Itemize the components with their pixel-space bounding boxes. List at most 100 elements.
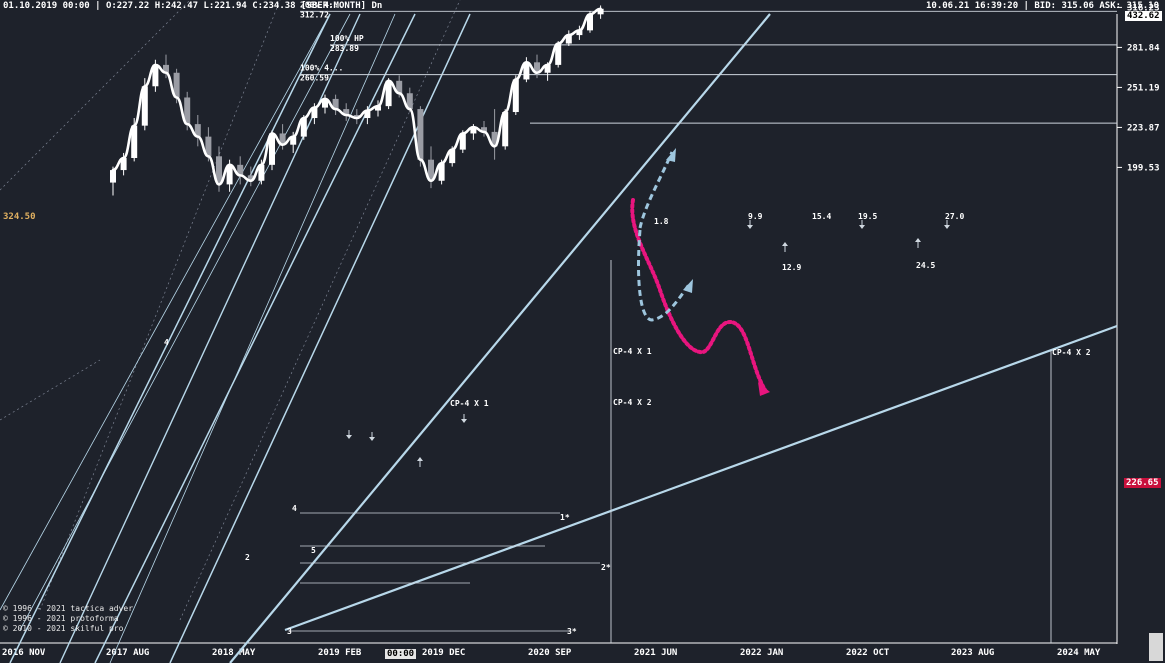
candle-body xyxy=(459,133,466,150)
dotted-guide-line xyxy=(0,359,101,421)
signal-arrow-head xyxy=(346,435,352,439)
forecast-arrow-blue-down xyxy=(683,279,693,293)
candle-body xyxy=(565,35,572,44)
candle-body xyxy=(597,8,604,15)
candle-body xyxy=(258,164,265,181)
chart-annotation: 1* xyxy=(560,513,570,522)
ohlc-header: 01.10.2019 00:00 | O:227.22 H:242.47 L:2… xyxy=(3,1,383,11)
candle-body xyxy=(173,72,180,98)
level-name: 100% 4... xyxy=(300,64,343,73)
copyright-line-3: © 2010 - 2021 skilful pro xyxy=(3,624,124,633)
dotted-guide-line xyxy=(179,0,461,621)
scroll-handle[interactable] xyxy=(1149,633,1163,661)
price-tick-label: 223.87 xyxy=(1127,123,1160,133)
candle-body xyxy=(120,157,127,171)
trendline xyxy=(169,13,471,663)
trendline xyxy=(94,13,416,663)
candle-body xyxy=(512,79,519,113)
signal-arrow-head xyxy=(915,238,921,242)
candle-body xyxy=(502,112,509,147)
trendline xyxy=(9,13,331,663)
candle-body xyxy=(131,125,138,158)
candle-body xyxy=(237,164,244,176)
chart-annotation: 2* xyxy=(601,563,611,572)
trendline xyxy=(109,13,396,663)
chart-annotation: 1.8 xyxy=(654,217,669,226)
signal-arrow-head xyxy=(944,225,950,229)
time-axis-label: 2018 MAY xyxy=(212,648,256,658)
chart-annotation: 2 xyxy=(245,553,250,562)
time-axis-label: 2022 JAN xyxy=(740,648,783,658)
candle-body xyxy=(428,159,434,181)
candle-body xyxy=(279,133,286,145)
candle-body xyxy=(152,64,159,87)
candle-body xyxy=(332,98,339,110)
candle-body xyxy=(449,149,456,164)
time-axis-label: 2021 JUN xyxy=(634,648,677,658)
signal-arrow-head xyxy=(417,457,423,461)
chart-annotation: 15.4 xyxy=(812,212,831,221)
price-tick-label: 316.23 xyxy=(1127,3,1160,13)
chart-annotation: CP-4 X 1 xyxy=(450,399,489,408)
candle-body xyxy=(544,64,551,73)
candle-body xyxy=(269,133,275,165)
quote-header: 10.06.21 16:39:20 | BID: 315.06 ASK: 315… xyxy=(926,1,1159,11)
candle-body xyxy=(417,109,424,160)
candle-body xyxy=(353,115,360,119)
time-axis-label: 2019 DEC xyxy=(422,648,465,658)
candle-body xyxy=(311,107,318,119)
candle-body xyxy=(470,127,477,134)
candle-body xyxy=(163,64,169,73)
price-tick-label: 199.53 xyxy=(1127,163,1160,173)
time-axis-label: 2017 AUG xyxy=(106,648,149,658)
time-axis-label: 2019 FEB xyxy=(318,648,362,658)
chart-annotation: 19.5 xyxy=(858,212,877,221)
candle-body xyxy=(141,86,148,126)
candle-body xyxy=(396,80,403,94)
time-axis-label: 2024 MAY xyxy=(1057,648,1101,658)
chart-annotation: 4 xyxy=(292,504,297,513)
candle-body xyxy=(290,136,297,145)
candle-body xyxy=(385,80,392,107)
candle-body xyxy=(300,118,307,137)
dotted-guide-line xyxy=(39,0,281,611)
green-line-price-tag: 324.50 xyxy=(3,212,36,222)
time-axis-label: 2016 NOV xyxy=(2,648,46,658)
trendline xyxy=(59,13,361,663)
top-price-tag: 432.62 xyxy=(1125,11,1162,21)
chart-annotation: CP-4 X 1 xyxy=(613,347,652,356)
trendline xyxy=(284,324,1118,632)
time-axis-label: 2020 SEP xyxy=(528,648,572,658)
chart-annotation: CP-4 X 2 xyxy=(613,398,652,407)
dotted-guide-line xyxy=(0,0,191,191)
time-axis-label: 2023 AUG xyxy=(951,648,994,658)
candle-body xyxy=(247,175,254,181)
trendline xyxy=(19,13,351,631)
candle-body xyxy=(534,62,540,73)
candle-body xyxy=(110,170,116,183)
level-value: 260.59 xyxy=(300,74,329,83)
chart-annotation: 12.9 xyxy=(782,263,801,272)
chart-annotation: 9.9 xyxy=(748,212,763,221)
candle-body xyxy=(375,106,381,111)
price-tick-label: 251.19 xyxy=(1127,83,1160,93)
trendline xyxy=(0,13,331,611)
candle-body xyxy=(205,136,212,157)
level-value: 283.89 xyxy=(330,44,359,53)
cursor-time-box: 00:00 xyxy=(385,649,417,659)
signal-arrow-head xyxy=(461,419,467,423)
chart-annotation: 3* xyxy=(567,627,577,636)
copyright-line-2: © 1996 - 2021 protoforma xyxy=(3,614,119,623)
current-price-tag: 226.65 xyxy=(1124,478,1161,488)
candle-body xyxy=(216,156,222,185)
copyright-line-1: © 1996 - 2021 tactica adver xyxy=(3,604,134,613)
candle-body xyxy=(194,124,201,137)
candle-body xyxy=(438,163,445,181)
candle-body xyxy=(576,30,583,36)
price-tick-label: 281.84 xyxy=(1127,43,1160,53)
signal-arrow-head xyxy=(369,437,375,441)
forecast-arrow-pink xyxy=(758,382,770,396)
chart-annotation: 27.0 xyxy=(945,212,964,221)
candle-body xyxy=(226,164,233,185)
